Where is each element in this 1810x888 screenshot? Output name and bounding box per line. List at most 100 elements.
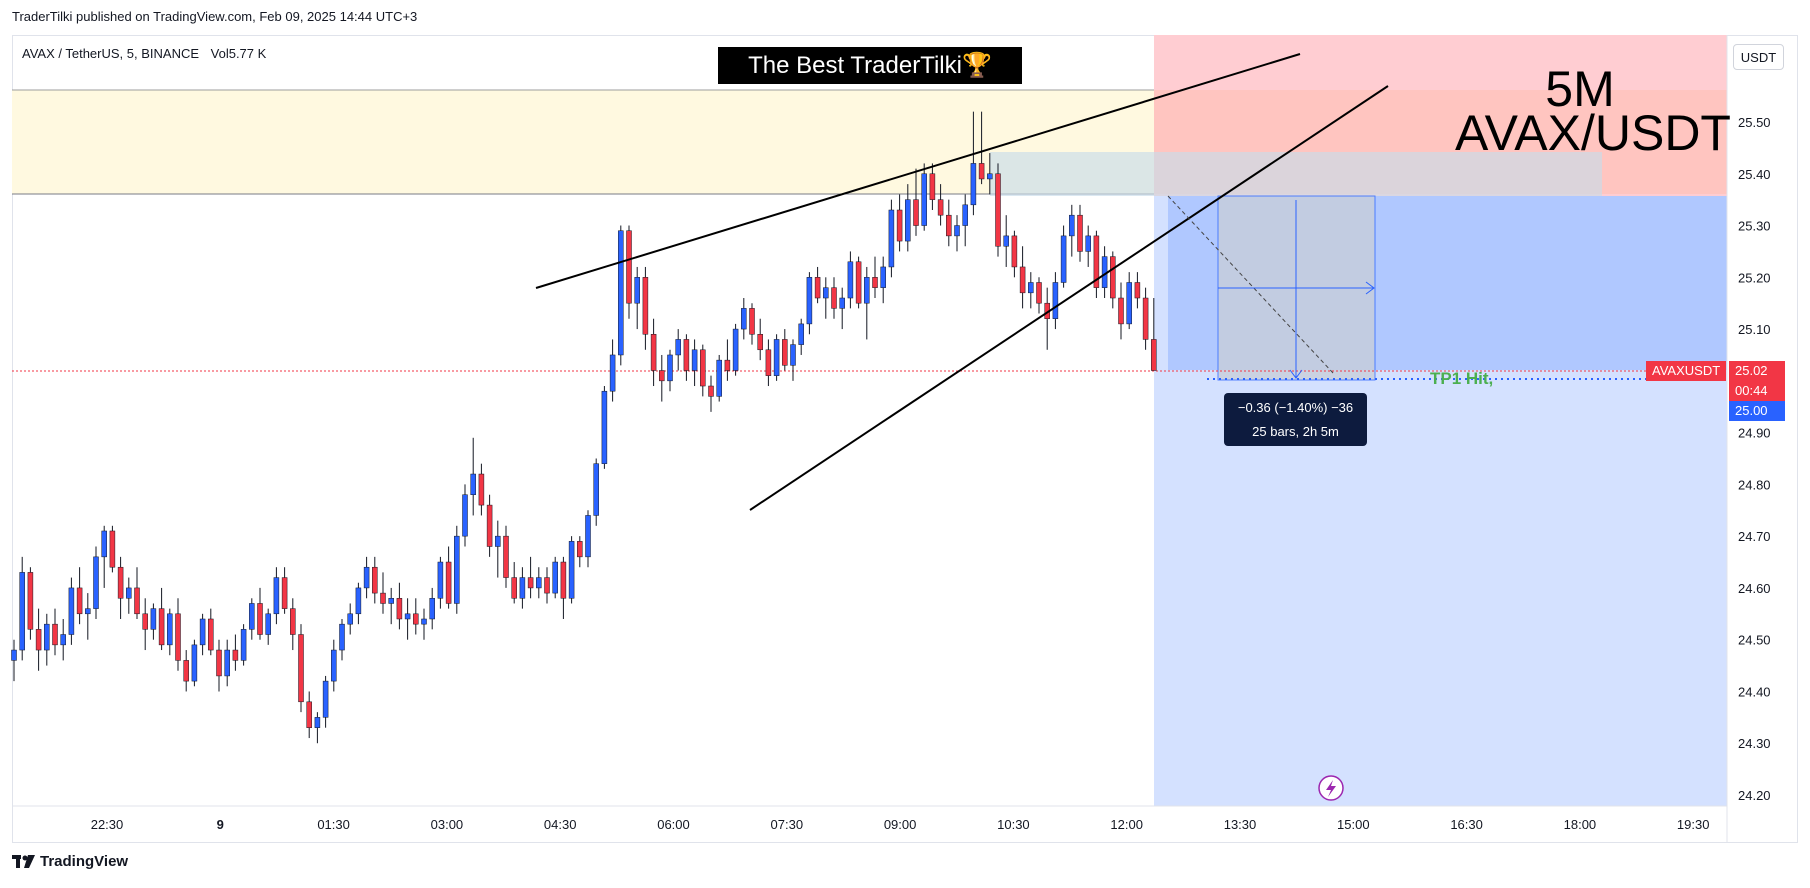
candle-body bbox=[355, 587, 362, 615]
time-tick-label: 15:00 bbox=[1337, 817, 1370, 832]
bar-countdown: 00:44 bbox=[1735, 383, 1768, 398]
lightning-icon bbox=[1326, 780, 1336, 797]
candle-body bbox=[478, 473, 485, 506]
time-tick-label: 04:30 bbox=[544, 817, 577, 832]
measure-duration: 25 bars, 2h 5m bbox=[1252, 424, 1339, 439]
candle-body bbox=[388, 598, 394, 604]
candle-body bbox=[191, 644, 198, 682]
candle-body bbox=[290, 608, 296, 635]
time-tick-label: 22:30 bbox=[91, 817, 124, 832]
candle-body bbox=[1052, 282, 1059, 319]
candle-body bbox=[929, 173, 936, 200]
candle-body bbox=[609, 354, 616, 392]
price-tick-label: 24.50 bbox=[1738, 633, 1771, 648]
candle-body bbox=[724, 359, 731, 371]
candle-body bbox=[675, 339, 681, 356]
candle-body bbox=[527, 577, 534, 589]
candle-body bbox=[618, 230, 624, 356]
candle-body bbox=[872, 277, 878, 288]
candle-body bbox=[76, 587, 83, 615]
candle-body bbox=[240, 629, 247, 661]
candle-body bbox=[249, 603, 255, 630]
candle-body bbox=[363, 566, 370, 589]
candle-body bbox=[987, 173, 993, 180]
candle-body bbox=[888, 209, 895, 268]
candle-body bbox=[765, 349, 772, 376]
time-tick-label: 19:30 bbox=[1677, 817, 1710, 832]
candle-body bbox=[552, 561, 558, 594]
candle-body bbox=[19, 572, 25, 651]
candle-body bbox=[823, 287, 829, 299]
candle-body bbox=[470, 473, 476, 495]
currency-button[interactable]: USDT bbox=[1733, 44, 1784, 70]
candle-body bbox=[913, 199, 919, 226]
wedge-lower-line bbox=[749, 85, 1389, 511]
candle-body bbox=[536, 577, 542, 589]
consolidation-box bbox=[990, 152, 1602, 196]
candle-body bbox=[158, 608, 165, 646]
price-tick-label: 24.40 bbox=[1738, 684, 1771, 699]
candle-body bbox=[1110, 256, 1116, 299]
candle-body bbox=[511, 577, 517, 599]
volume-value: 5.77 K bbox=[228, 46, 267, 61]
candle-body bbox=[306, 701, 312, 728]
candle-body bbox=[322, 680, 329, 718]
candle-body bbox=[962, 204, 968, 226]
arrow-head-down bbox=[1289, 369, 1303, 379]
candle-body bbox=[199, 618, 206, 646]
symbol-name: AVAX / TetherUS, 5, BINANCE bbox=[22, 46, 200, 61]
candle-body bbox=[700, 349, 706, 387]
candle-body bbox=[314, 717, 321, 728]
candle-body bbox=[896, 209, 903, 242]
arrow-head-right bbox=[1365, 281, 1375, 295]
time-tick-label: 06:00 bbox=[657, 817, 690, 832]
candle-body bbox=[601, 390, 608, 464]
candle-body bbox=[659, 370, 665, 382]
price-tick-label: 24.70 bbox=[1738, 529, 1771, 544]
last-price-tag: 25.02 00:44 bbox=[1729, 361, 1785, 401]
candle-body bbox=[519, 577, 526, 599]
candle-body bbox=[593, 463, 599, 516]
candle-body bbox=[35, 629, 42, 651]
candle-body bbox=[52, 623, 58, 646]
candle-body bbox=[732, 328, 739, 371]
candle-body bbox=[544, 577, 550, 594]
candle-body bbox=[445, 561, 452, 604]
price-tick-label: 24.90 bbox=[1738, 426, 1771, 441]
candle-body bbox=[1028, 282, 1034, 294]
candle-body bbox=[68, 587, 75, 635]
tradingview-logo-text: TradingView bbox=[40, 853, 129, 870]
candle-body bbox=[142, 613, 148, 630]
candle-body bbox=[683, 339, 690, 371]
time-tick-label: 18:00 bbox=[1564, 817, 1597, 832]
price-tick-label: 25.30 bbox=[1738, 219, 1771, 234]
price-tick-label: 24.80 bbox=[1738, 477, 1771, 492]
candle-body bbox=[814, 277, 821, 299]
candle-body bbox=[404, 613, 411, 620]
candle-body bbox=[585, 515, 591, 558]
tradingview-logo[interactable]: TradingView bbox=[12, 853, 128, 870]
last-price: 25.02 bbox=[1735, 363, 1768, 378]
candle-body bbox=[44, 623, 50, 651]
candle-body bbox=[864, 277, 870, 304]
candle-body bbox=[503, 535, 509, 578]
candle-body bbox=[741, 308, 747, 330]
supply-zone bbox=[12, 90, 1154, 194]
candle-body bbox=[970, 163, 977, 206]
candle-body bbox=[978, 163, 985, 180]
candle-body bbox=[1077, 214, 1083, 252]
measure-tooltip: −0.36 (−1.40%) −36 25 bars, 2h 5m bbox=[1224, 393, 1367, 446]
candle-body bbox=[773, 339, 780, 376]
price-tick-label: 25.50 bbox=[1738, 115, 1771, 130]
symbol-legend[interactable]: AVAX / TetherUS, 5, BINANCE Vol5.77 K bbox=[22, 46, 266, 61]
candle-body bbox=[134, 587, 140, 615]
candle-body bbox=[1003, 235, 1009, 247]
time-tick-label: 01:30 bbox=[317, 817, 350, 832]
time-tick-label: 10:30 bbox=[997, 817, 1030, 832]
candle-body bbox=[396, 598, 403, 620]
title-banner: The Best TraderTilki🏆 bbox=[718, 47, 1022, 84]
candle-body bbox=[126, 587, 132, 599]
candle-body bbox=[60, 634, 66, 646]
candle-body bbox=[347, 613, 353, 625]
